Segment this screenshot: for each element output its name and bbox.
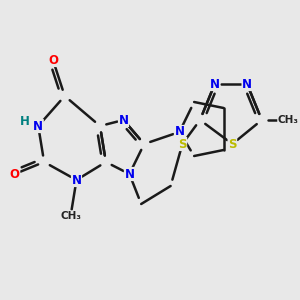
Text: N: N xyxy=(118,113,128,127)
Text: N: N xyxy=(124,167,134,181)
Text: N: N xyxy=(174,125,184,139)
Text: O: O xyxy=(10,167,20,181)
Text: O: O xyxy=(48,53,58,67)
Text: CH₃: CH₃ xyxy=(60,211,81,221)
Text: CH₃: CH₃ xyxy=(278,115,299,125)
Text: H: H xyxy=(20,115,30,128)
Text: N: N xyxy=(33,119,43,133)
Text: S: S xyxy=(178,137,187,151)
Text: N: N xyxy=(71,173,82,187)
Text: N: N xyxy=(242,77,252,91)
Text: N: N xyxy=(210,77,220,91)
Text: S: S xyxy=(228,137,237,151)
